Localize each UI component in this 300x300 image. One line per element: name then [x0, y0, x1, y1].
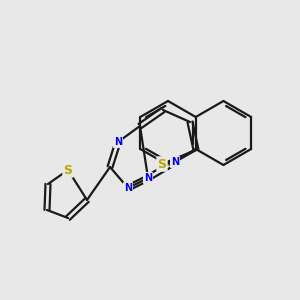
Text: S: S: [64, 164, 73, 176]
Text: N: N: [114, 137, 122, 147]
Text: S: S: [158, 158, 166, 170]
Text: N: N: [124, 183, 132, 193]
Text: N: N: [144, 173, 152, 183]
Text: N: N: [171, 157, 179, 167]
